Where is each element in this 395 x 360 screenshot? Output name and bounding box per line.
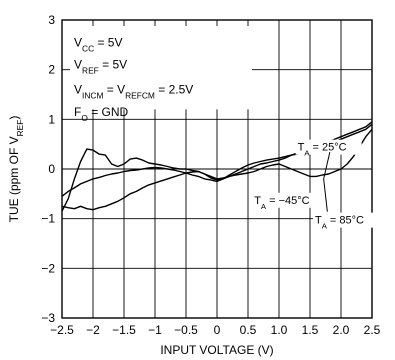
leader-line-85c [323, 178, 328, 212]
y-tick-label: 1 [48, 112, 55, 126]
leader-line-25c [323, 152, 331, 180]
x-tick-label: 2.5 [364, 323, 381, 337]
condition-vcc-rest: = 5V [94, 35, 122, 49]
series-label-minus45c-rest: = −45°C [266, 195, 310, 207]
condition-vincm: VINCM = VREFCM = 2.5V [74, 83, 193, 101]
condition-vincm-sub2: REFCM [125, 91, 155, 101]
x-tick-label: 0 [214, 323, 221, 337]
series-label-25c-background [295, 139, 362, 155]
y-axis-label: TUE (ppm OF VREF) [7, 116, 25, 223]
series-label-85c-background [312, 212, 383, 228]
series-label-minus45c-main: T [254, 195, 261, 207]
series-label-85c: TA = 85°C [315, 215, 364, 231]
series-label-minus45c: TA = −45°C [254, 195, 309, 211]
series-label-25c-rest: = 25°C [309, 142, 346, 154]
condition-vincm-rest2: = 2.5V [155, 83, 193, 97]
x-axis-label: INPUT VOLTAGE (V) [160, 343, 273, 357]
condition-vincm-main: V [74, 83, 82, 97]
series-label-minus45c-background [252, 192, 323, 208]
y-tick-label: −3 [41, 311, 55, 325]
condition-vref-main: V [74, 58, 82, 72]
conditions-block: VCC = 5V VREF = 5V VINCM = VREFCM = 2.5V… [70, 26, 252, 123]
y-tick-label: −2 [41, 261, 55, 275]
condition-vref: VREF = 5V [74, 58, 127, 76]
condition-vincm-sub: INCM [82, 91, 103, 101]
x-tick-label: −2.5 [50, 323, 74, 337]
series-label-25c-main: T [298, 142, 305, 154]
condition-vcc-sub: CC [82, 43, 94, 53]
plot-frame [61, 19, 373, 319]
y-tick-label: 2 [48, 63, 55, 77]
x-tick-label: 0.5 [240, 323, 257, 337]
x-tick-label: 1.5 [302, 323, 319, 337]
series-labels: TA = 25°C TA = −45°C TA = 85°C [252, 139, 383, 231]
y-tick-label: 3 [48, 13, 55, 27]
series-label-25c: TA = 25°C [298, 142, 347, 158]
series-label-25c-sub: A [304, 148, 310, 157]
condition-fo: FO = GND [74, 105, 129, 123]
tick-layer: −2.5 −2 −1.5 −1 −0.5 0 0.5 1.0 1.5 2.0 2.5 −3 −2 −1 0 1… [41, 13, 380, 337]
y-axis-label-main: TUE (ppm OF V [7, 136, 21, 222]
x-tick-label: −1 [148, 323, 162, 337]
series-label-85c-rest: = 85°C [327, 215, 364, 227]
x-tick-label: 2.0 [333, 323, 350, 337]
condition-fo-sub: O [81, 113, 88, 123]
series-label-85c-sub: A [322, 221, 328, 230]
condition-fo-main: F [74, 105, 81, 119]
x-tick-label: 1.0 [271, 323, 288, 337]
x-tick-label: −2 [86, 323, 100, 337]
y-axis-label-sub: REF [15, 120, 25, 137]
condition-vcc-main: V [74, 35, 82, 49]
y-tick-label: −1 [41, 212, 55, 226]
conditions-background [70, 26, 252, 110]
series-line-minus45c [61, 128, 373, 212]
condition-vref-sub: REF [82, 66, 99, 76]
x-tick-label: −1.5 [112, 323, 136, 337]
series-label-85c-main: T [315, 215, 322, 227]
condition-fo-rest: = GND [88, 105, 129, 119]
condition-vcc: VCC = 5V [74, 35, 122, 53]
y-tick-label: 0 [48, 162, 55, 176]
x-tick-label: −0.5 [174, 323, 198, 337]
series-label-minus45c-sub: A [261, 201, 267, 210]
y-axis-label-end: ) [7, 116, 21, 120]
condition-vincm-rest: = V [103, 83, 125, 97]
condition-vref-rest: = 5V [99, 58, 127, 72]
